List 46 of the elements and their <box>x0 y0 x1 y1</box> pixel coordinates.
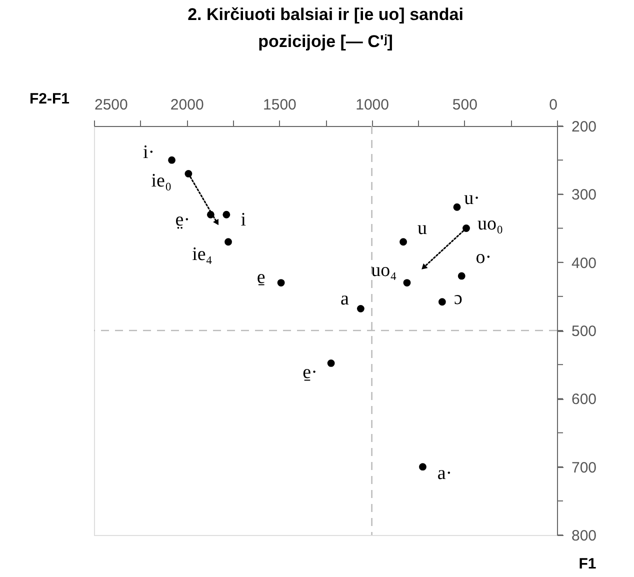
annotation: i· <box>142 142 155 164</box>
y-tick-label: 600 <box>572 391 597 408</box>
annotation: i <box>240 210 246 231</box>
x-tick-label: 2000 <box>170 96 204 114</box>
chart-title: 2. Kirčiuoti balsiai ir [ie uo] sandai <box>188 5 464 24</box>
y-tick-label: 500 <box>572 323 597 340</box>
point <box>453 203 461 211</box>
y-tick-label: 300 <box>572 186 597 204</box>
y-tick-label: 400 <box>572 254 597 272</box>
x-tick-label: 2500 <box>94 96 128 114</box>
annotation: o· <box>476 246 492 268</box>
point <box>224 238 232 246</box>
annotation: e̱· <box>302 362 318 384</box>
y-tick-label: 200 <box>572 118 597 136</box>
annotation: a· <box>437 462 452 484</box>
annotation: uo₀ <box>477 213 504 234</box>
point <box>458 272 466 280</box>
x-tick-label: 500 <box>452 96 478 114</box>
point <box>419 463 426 471</box>
annotation: uo₄ <box>371 260 397 281</box>
y-tick-label: 800 <box>572 528 597 544</box>
x-tick-label: 1000 <box>356 96 389 114</box>
point <box>168 156 176 164</box>
annotation: ie₀ <box>151 170 172 192</box>
x-tick-label: 1500 <box>263 96 296 114</box>
annotation: a <box>340 288 350 310</box>
point <box>222 210 230 218</box>
point <box>462 224 470 232</box>
point <box>403 279 411 286</box>
y-tick-label: 700 <box>572 459 597 476</box>
annotation: u <box>418 218 428 239</box>
chart-subtitle: pozicijoje [— C'ʲ] <box>258 32 393 51</box>
x-axis-title: F2-F1 <box>29 90 70 108</box>
point <box>184 170 192 178</box>
annotation: e̤· <box>175 210 190 231</box>
point <box>438 298 446 306</box>
point <box>277 279 285 286</box>
point <box>327 360 335 367</box>
annotation: ɔ <box>454 288 462 309</box>
annotation: e̱ <box>256 266 266 288</box>
annotation: ie₄ <box>192 244 212 265</box>
point <box>400 238 407 246</box>
point <box>356 304 364 312</box>
y-axis-title: F1 <box>578 556 596 572</box>
x-tick-label: 0 <box>549 96 558 114</box>
annotation: u· <box>464 188 480 210</box>
